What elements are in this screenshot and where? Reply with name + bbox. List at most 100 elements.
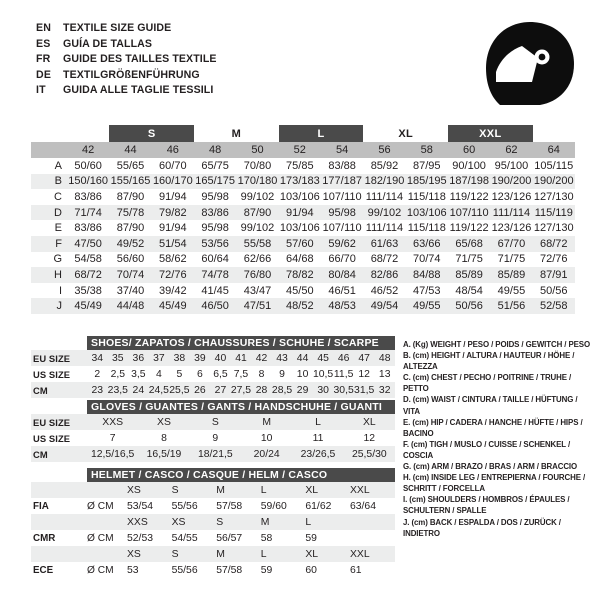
numeric-size-header: 48	[209, 144, 222, 156]
table-cell: 46/52	[370, 284, 399, 297]
numeric-size-header: 46	[166, 144, 179, 156]
table-cell: 150/160	[68, 175, 109, 188]
table-cell: 66/70	[328, 253, 356, 266]
helmet-size-label: S	[171, 484, 179, 496]
measurements-table: S M L XL XXL 42 44 46 48 50 52 54 56 58 60 62 64 A 50/60…	[31, 125, 575, 314]
language-title: TEXTILGRÖßENFÜHRUNG	[63, 68, 200, 81]
table-cell: 55/58	[243, 237, 272, 250]
measurement-rows: A 50/60 55/65 60/70 65/75 70/80 75/85 83/88 85/9…	[31, 158, 575, 314]
table-cell: 85/89	[455, 268, 483, 281]
gloves-cell: 12	[363, 432, 376, 444]
size-group-s: S	[109, 125, 194, 142]
table-cell: 115/119	[534, 206, 573, 219]
table-cell: 49/55	[497, 284, 526, 297]
table-cell: 58/62	[159, 253, 187, 266]
gloves-cell: 10	[260, 432, 273, 444]
shoes-cell: 30,5	[333, 384, 354, 396]
table-cell: 107/110	[322, 222, 362, 235]
table-cell: 79/82	[159, 206, 187, 219]
helmet-standard-label: ECE	[33, 564, 54, 576]
table-cell: 170/180	[237, 175, 278, 188]
helmet-value-cell: 53/54	[127, 500, 154, 512]
table-cell: 72/76	[159, 268, 187, 281]
table-cell: 91/94	[159, 222, 187, 235]
helmet-value-cell	[350, 533, 395, 544]
numeric-size-header-row: 42 44 46 48 50 52 54 56 58 60 62 64	[31, 142, 575, 158]
table-cell: 65/68	[455, 237, 483, 250]
language-row: ES GUÍA DE TALLAS	[36, 38, 217, 54]
shoes-row-cells: 34 35 36 37 38 39 40 41 42 43 44 45 46 47 48	[87, 353, 395, 364]
table-cell: 87/90	[116, 222, 145, 235]
table-cell: 115/118	[407, 190, 446, 203]
table-cell: 44/48	[116, 300, 145, 313]
helmet-value-cell: 52/53	[127, 532, 154, 544]
helmet-size-label: XS	[171, 516, 186, 528]
helmet-size-row: XXS XS S M L	[31, 514, 395, 530]
shoes-cell: 30	[317, 384, 329, 396]
helmet-value-cell: 60	[305, 564, 317, 576]
language-list: EN TEXTILE SIZE GUIDE ES GUÍA DE TALLAS FR GU…	[36, 22, 217, 100]
legend-item: G. (cm) ARM / BRAZO / BRAS / ARM / BRACC…	[403, 462, 578, 472]
numeric-size-header: 52	[293, 144, 306, 156]
numeric-size-header: 50	[251, 144, 264, 156]
shoes-cell: 28	[255, 384, 268, 396]
legend-item: H. (cm) INSIDE LEG / ENTREPIERNA / FOURC…	[403, 473, 586, 483]
table-cell: 49/52	[116, 237, 145, 250]
helmet-size-label	[350, 517, 395, 528]
table-cell: 45/49	[159, 300, 187, 313]
shoes-cell: 28,5	[271, 384, 293, 396]
shoes-cell: 7,5	[233, 368, 249, 380]
helmet-size-label: XL	[305, 484, 319, 496]
helmet-section-title: HELMET / CASCO / CASQUE / HELM / CASCO	[87, 468, 395, 482]
table-cell: 48/53	[328, 300, 356, 313]
table-cell: 46/50	[201, 300, 229, 313]
gloves-cell: M	[262, 416, 271, 428]
language-row: EN TEXTILE SIZE GUIDE	[36, 22, 217, 38]
helmet-unit-label: Ø CM	[87, 500, 114, 512]
shoes-cell: 2,5	[110, 368, 126, 380]
helmet-size-label: S	[216, 516, 224, 528]
gloves-cell: 23/26,5	[300, 448, 336, 460]
helmet-value-cell: 63/64	[349, 500, 376, 512]
helmet-value-cells: 53 55/56 57/58 59 60 61	[127, 565, 395, 576]
shoes-row-cells: 23 23,5 24 24,5 25,5 26 27 27,5 28 28,5 29 30 30,5 31…	[87, 385, 395, 396]
shoes-cell: 4	[155, 368, 162, 380]
legend-item: B. (cm) HEIGHT / ALTURA / HAUTEUR / HÖHE…	[403, 351, 575, 372]
table-cell: 99/102	[240, 222, 275, 235]
gloves-cell: 9	[212, 432, 219, 444]
table-cell: 75/78	[116, 206, 145, 219]
shoes-cell: 39	[194, 352, 206, 364]
table-cell: 91/94	[286, 206, 314, 219]
language-title: GUÍA DE TALLAS	[63, 37, 153, 50]
table-cell: 103/106	[279, 222, 320, 235]
shoes-cell: 12	[358, 368, 370, 380]
table-cell: 37/40	[116, 284, 145, 297]
helmet-size-label: XS	[127, 548, 141, 560]
table-cell: 48/52	[286, 300, 314, 313]
helmet-value-cell: 59/60	[260, 500, 287, 512]
language-code: EN	[36, 22, 52, 34]
row-label: C	[54, 190, 62, 203]
size-group-l: L	[278, 125, 364, 142]
table-cell: 71/74	[74, 206, 102, 219]
table-cell: 85/89	[497, 268, 526, 281]
gloves-cell: 11	[312, 432, 324, 444]
table-cell: 111/114	[492, 206, 531, 219]
table-cell: 91/94	[159, 190, 187, 203]
table-row: G 54/58 56/60 58/62 60/64 62/66 64/68 66/70 68/7…	[31, 252, 575, 268]
shoes-cell: 42	[255, 352, 268, 364]
shoes-section: SHOES/ ZAPATOS / CHAUSSURES / SCHUHE / S…	[31, 336, 395, 398]
numeric-size-header: 60	[462, 144, 476, 156]
gloves-row-label: US SIZE	[33, 432, 71, 444]
shoes-cell: 23,5	[107, 384, 128, 396]
gloves-row-label: EU SIZE	[33, 416, 71, 428]
shoes-cell: 31,5	[354, 384, 375, 396]
table-cell: 70/74	[116, 268, 145, 281]
numeric-size-header: 42	[82, 144, 95, 156]
shoes-cell: 32	[378, 384, 391, 396]
helmet-size-label: L	[260, 548, 267, 560]
shoes-cell: 47	[358, 352, 370, 364]
shoes-cell: 10,5	[312, 368, 334, 380]
table-row: I 35/38 37/40 39/42 41/45 43/47 45/50 46/51 46/5…	[31, 283, 575, 299]
table-cell: 127/130	[533, 222, 574, 235]
